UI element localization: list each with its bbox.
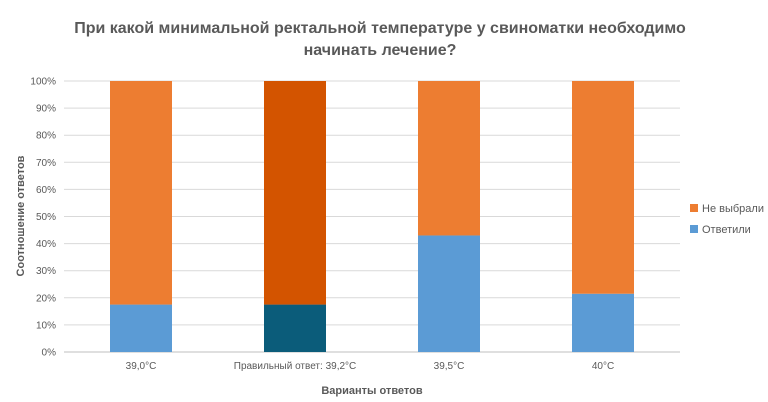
y-tick-label: 50% xyxy=(36,212,56,223)
x-tick-label: 39,5°C xyxy=(434,361,465,372)
x-tick-label: 40°C xyxy=(592,361,614,372)
y-tick-label: 30% xyxy=(36,266,56,277)
bars xyxy=(110,81,634,352)
legend-swatch xyxy=(690,204,698,212)
x-tick-label: 39,0°C xyxy=(126,361,157,372)
bar-segment-not-chosen xyxy=(418,81,480,236)
x-axis-title: Варианты ответов xyxy=(321,385,423,397)
bar-segment-not-chosen xyxy=(572,81,634,294)
legend: Не выбрали Ответили xyxy=(690,203,764,236)
y-tick-label: 40% xyxy=(36,239,56,250)
bar-segment-answered xyxy=(264,304,326,352)
y-tick-label: 70% xyxy=(36,158,56,169)
x-tick-label: Правильный ответ: 39,2°C xyxy=(234,361,357,372)
y-tick-label: 60% xyxy=(36,185,56,196)
legend-swatch xyxy=(690,225,698,233)
y-axis-ticks: 0% 10% 20% 30% 40% 50% 60% 70% 80% 90% 100% xyxy=(30,77,56,359)
bar-segment-answered xyxy=(418,235,480,352)
y-tick-label: 10% xyxy=(36,320,56,331)
legend-label: Ответили xyxy=(702,224,751,236)
y-tick-label: 20% xyxy=(36,293,56,304)
y-tick-label: 0% xyxy=(42,348,57,359)
bar-segment-not-chosen xyxy=(264,81,326,305)
y-tick-label: 80% xyxy=(36,131,56,142)
legend-label: Не выбрали xyxy=(702,203,764,215)
chart-title: При какой минимальной ректальной темпера… xyxy=(74,20,686,59)
y-tick-label: 100% xyxy=(30,77,56,88)
bar-segment-answered xyxy=(110,304,172,352)
x-axis-ticks: 39,0°C Правильный ответ: 39,2°C 39,5°C 40°C xyxy=(126,361,615,372)
y-axis-title: Соотношение ответов xyxy=(15,155,27,276)
bar-segment-not-chosen xyxy=(110,81,172,305)
y-tick-label: 90% xyxy=(36,104,56,115)
bar-segment-answered xyxy=(572,293,634,352)
